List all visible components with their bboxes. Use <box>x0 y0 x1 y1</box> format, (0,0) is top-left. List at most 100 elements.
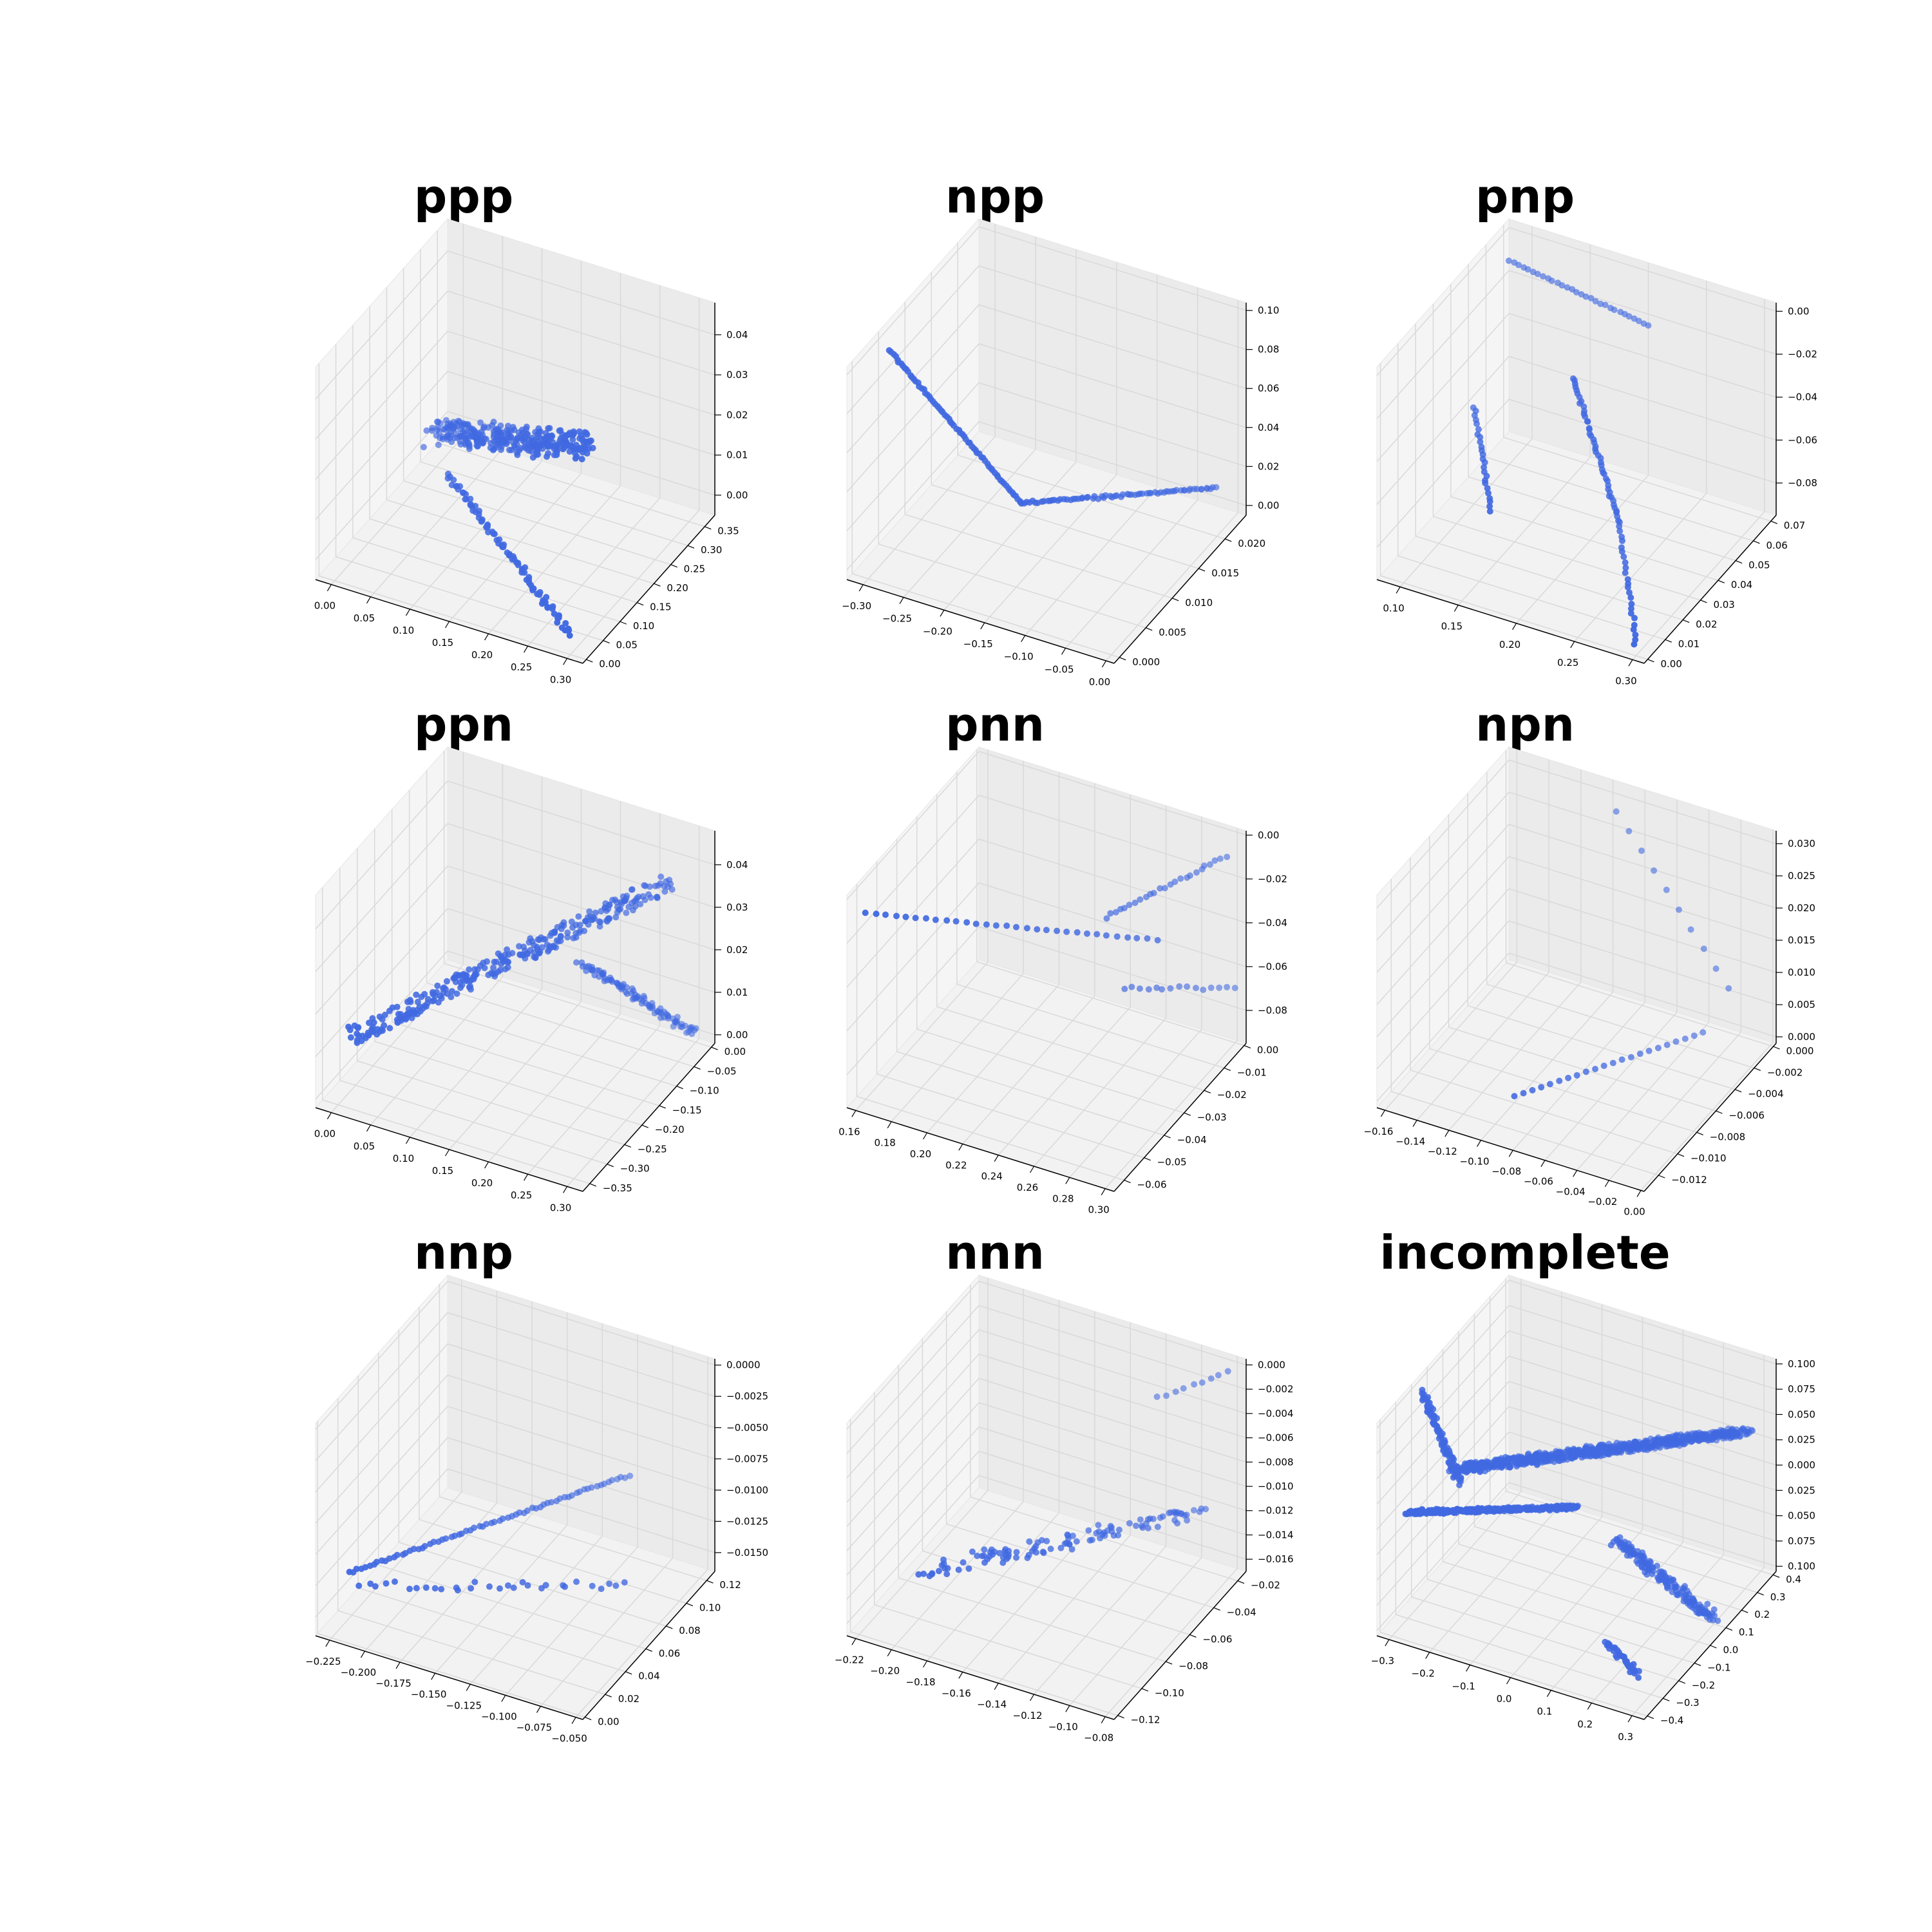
data-point <box>1200 862 1208 869</box>
x-tick-label: −0.20 <box>923 625 952 637</box>
data-point <box>524 431 531 438</box>
data-point <box>1613 808 1620 815</box>
x-tick <box>1065 1705 1070 1712</box>
x-tick <box>1385 1639 1390 1647</box>
data-point <box>663 878 670 885</box>
z-tick-label: −0.0125 <box>726 1515 768 1527</box>
data-point <box>929 1570 936 1577</box>
data-point <box>1103 915 1110 922</box>
data-point <box>1473 421 1480 427</box>
x-tick <box>1425 1652 1430 1659</box>
data-point <box>469 433 477 440</box>
grid-line <box>1396 1614 1663 1699</box>
data-point <box>1097 1535 1104 1542</box>
data-point <box>536 936 543 943</box>
data-point <box>1124 934 1132 941</box>
data-point <box>1217 855 1224 862</box>
y-tick-label: −0.02 <box>1251 1580 1280 1591</box>
x-tick <box>395 1662 401 1669</box>
x-tick <box>1065 1177 1070 1184</box>
y-tick-label: 0.2 <box>1754 1609 1770 1620</box>
grid-line <box>352 537 621 622</box>
data-point <box>1167 985 1174 992</box>
x-tick <box>958 1672 963 1679</box>
data-point <box>1672 1038 1680 1045</box>
data-point <box>1132 899 1139 906</box>
data-point <box>1661 1575 1668 1582</box>
z-tick-label: 0.00 <box>726 1029 748 1041</box>
data-point <box>1534 1461 1541 1468</box>
grid-line <box>447 290 715 375</box>
y-tick <box>636 602 644 606</box>
data-point <box>616 906 623 913</box>
x-tick-label: 0.10 <box>393 625 414 636</box>
data-point <box>489 971 497 978</box>
data-point <box>503 440 510 448</box>
y-tick-label: 0.15 <box>650 601 671 613</box>
data-point <box>355 1032 363 1039</box>
data-point <box>608 976 615 983</box>
data-point <box>1638 1563 1645 1570</box>
grid-line <box>386 499 654 584</box>
data-point <box>588 1484 595 1491</box>
data-point <box>1437 1432 1444 1439</box>
x-tick-label: −0.16 <box>1363 1126 1393 1137</box>
data-point <box>491 531 498 538</box>
data-point <box>1628 1546 1635 1553</box>
grid-line <box>488 485 621 634</box>
data-point <box>469 507 477 514</box>
data-point <box>1040 1549 1047 1557</box>
data-point <box>430 1539 437 1546</box>
y-tick <box>589 1183 597 1187</box>
data-point <box>1618 548 1625 555</box>
data-point <box>1163 1392 1170 1399</box>
grid-line <box>1376 355 1510 505</box>
x-axis-line <box>315 1635 583 1720</box>
x-tick <box>501 1695 506 1702</box>
data-point <box>1084 930 1090 937</box>
y-tick <box>1710 1645 1717 1649</box>
z-tick-label: 0.100 <box>1788 1358 1815 1370</box>
grid-line <box>369 518 638 603</box>
x-tick-label: 0.24 <box>981 1171 1002 1182</box>
y-tick-label: −0.35 <box>603 1182 632 1194</box>
data-point <box>372 1583 379 1590</box>
y-tick-label: −0.3 <box>1676 1697 1699 1709</box>
x-tick-label: −0.20 <box>870 1665 900 1677</box>
grid-line <box>1574 493 1707 642</box>
x-tick <box>1029 1694 1035 1701</box>
data-point <box>497 1585 503 1592</box>
data-point <box>535 451 542 458</box>
data-point <box>1013 923 1019 931</box>
y-tick <box>654 583 661 587</box>
x-tick <box>1021 635 1026 642</box>
z-tick-label: 0.06 <box>1258 383 1279 394</box>
grid-line <box>926 1512 1060 1662</box>
y-tick-label: −0.30 <box>620 1163 650 1175</box>
grid-line <box>846 838 980 988</box>
x-tick-label: −0.225 <box>305 1656 341 1667</box>
z-tick-label: −0.0025 <box>726 1390 768 1402</box>
data-point <box>1511 1093 1518 1100</box>
data-point <box>421 1542 428 1549</box>
data-point <box>1084 493 1092 500</box>
z-tick-label: −0.02 <box>1258 873 1287 885</box>
z-tick-label: 0.025 <box>1788 870 1815 882</box>
y-tick-label: −0.012 <box>1671 1174 1707 1186</box>
data-point <box>1180 1385 1187 1392</box>
data-point <box>1564 284 1571 291</box>
z-tick-label: 0.03 <box>726 902 748 913</box>
data-point <box>1505 257 1512 264</box>
z-tick-label: −0.06 <box>1258 961 1287 972</box>
data-point <box>621 1474 629 1481</box>
data-point <box>1121 905 1128 912</box>
grid-line <box>339 1079 607 1165</box>
data-point <box>1609 1059 1616 1066</box>
grid-line <box>1508 1482 1777 1567</box>
x-tick <box>1627 1715 1633 1723</box>
y-tick-label: −0.20 <box>655 1124 685 1135</box>
grid-line <box>846 343 980 493</box>
grid-line <box>448 473 582 622</box>
z-tick-label: 0.000 <box>1258 1359 1285 1370</box>
data-point <box>645 891 652 898</box>
